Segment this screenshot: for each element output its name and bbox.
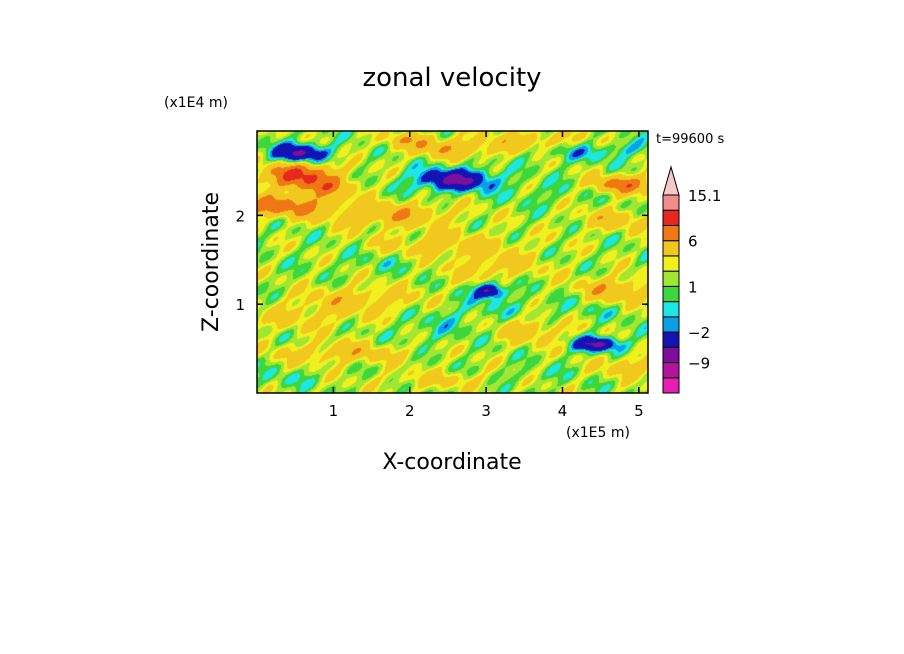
colorbar-extend-arrow (662, 165, 680, 196)
colorbar-tick-label: −2 (688, 324, 710, 342)
colorbar-swatch (662, 285, 680, 303)
time-label: t=99600 s (656, 132, 724, 147)
x-tick-label: 4 (558, 402, 568, 420)
x-tick-label: 2 (405, 402, 415, 420)
colorbar-swatch (662, 255, 680, 272)
y-axis: 12 (235, 207, 648, 314)
y-axis-label: Z-coordinate (199, 192, 224, 332)
x-axis-label: X-coordinate (382, 450, 521, 475)
colorbar-tick-label: 1 (688, 278, 698, 296)
colorbar-swatch (662, 224, 680, 242)
colorbar-swatch (662, 240, 680, 257)
plot-frame (256, 130, 649, 394)
y-tick-label: 2 (235, 207, 245, 225)
y-axis-unit: (x1E4 m) (164, 95, 228, 111)
colorbar-swatch (662, 346, 680, 364)
colorbar-swatch (662, 362, 680, 379)
x-axis: 1 2 3 4 5 (329, 131, 644, 420)
colorbar-swatch (662, 209, 680, 226)
colorbar-swatch (662, 331, 680, 348)
x-tick-label: 5 (634, 402, 644, 420)
x-tick-label: 3 (481, 402, 491, 420)
colorbar-tick-label: −9 (688, 355, 710, 373)
colorbar-swatch (662, 316, 680, 333)
y-tick-label: 1 (235, 296, 245, 314)
colorbar-tick-label: 6 (688, 233, 698, 251)
chart-title: zonal velocity (362, 63, 541, 93)
colorbar-swatch (662, 194, 680, 211)
colorbar: 15.1 6 1 −2 −9 (662, 165, 721, 394)
plot-area (256, 130, 649, 394)
colorbar-swatch (662, 377, 680, 394)
velocity-field (257, 131, 648, 393)
colorbar-swatch (662, 270, 680, 287)
x-axis-unit: (x1E5 m) (566, 425, 630, 441)
colorbar-tick-label: 15.1 (688, 187, 721, 205)
x-tick-label: 1 (329, 402, 339, 420)
colorbar-swatch (662, 301, 680, 318)
